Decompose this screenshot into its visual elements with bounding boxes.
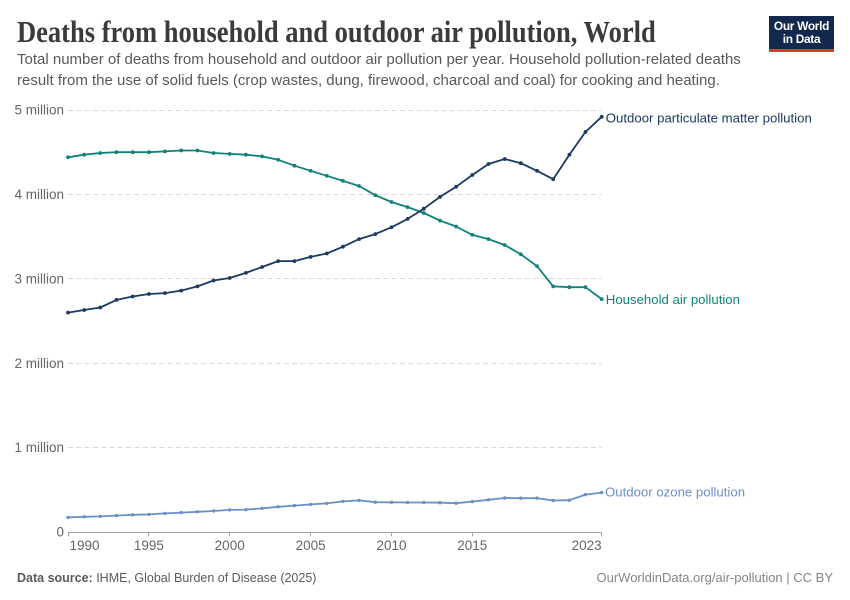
svg-text:Outdoor particulate matter pol: Outdoor particulate matter pollution bbox=[606, 110, 812, 125]
svg-text:1 million: 1 million bbox=[14, 440, 64, 455]
svg-text:2015: 2015 bbox=[457, 538, 487, 553]
svg-text:1995: 1995 bbox=[134, 538, 164, 553]
svg-text:0: 0 bbox=[56, 525, 64, 540]
svg-text:2 million: 2 million bbox=[14, 356, 64, 371]
svg-text:2005: 2005 bbox=[296, 538, 326, 553]
svg-text:Household air pollution: Household air pollution bbox=[606, 292, 740, 307]
svg-text:5 million: 5 million bbox=[14, 103, 64, 118]
svg-text:4 million: 4 million bbox=[14, 187, 64, 202]
svg-text:Outdoor ozone pollution: Outdoor ozone pollution bbox=[605, 485, 745, 500]
svg-text:1990: 1990 bbox=[70, 538, 100, 553]
svg-text:2010: 2010 bbox=[376, 538, 406, 553]
svg-text:2023: 2023 bbox=[572, 538, 602, 553]
svg-text:3 million: 3 million bbox=[14, 271, 64, 286]
svg-text:2000: 2000 bbox=[215, 538, 245, 553]
